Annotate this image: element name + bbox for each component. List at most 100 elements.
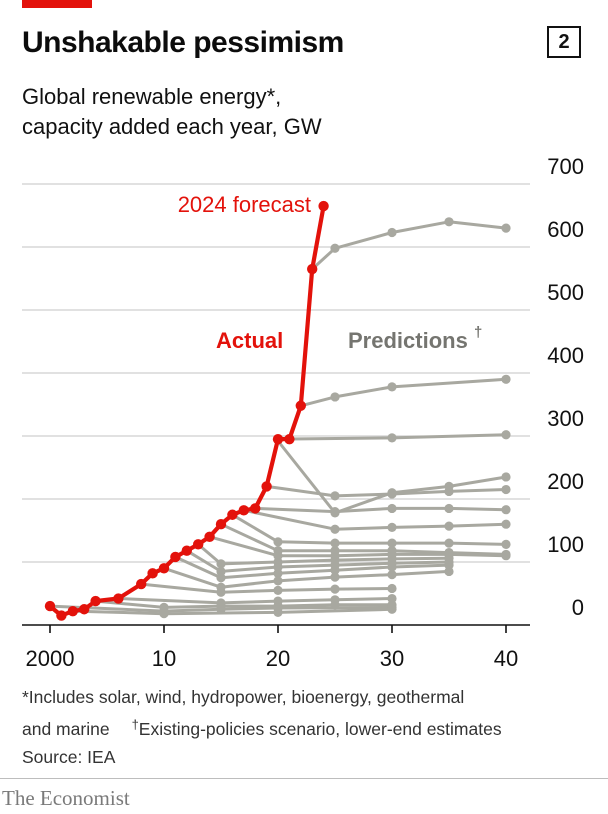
chart-subtitle: Global renewable energy*, capacity added… <box>22 82 322 142</box>
prediction-line <box>276 439 508 515</box>
prediction-line <box>208 535 508 558</box>
source-note: Source: IEA <box>22 747 116 767</box>
actual-label: Actual <box>216 328 283 353</box>
footnote-line-2: and marine †Existing-policies scenario, l… <box>22 711 502 743</box>
prediction-line <box>299 377 508 408</box>
line-chart: 0 100 200 300 400 500 600 700 2000 10 20 30 40 2024 f… <box>22 154 584 671</box>
actual-point <box>147 568 158 579</box>
prediction-point <box>387 503 397 514</box>
prediction-point <box>387 433 397 443</box>
actual-point <box>295 400 306 411</box>
actual-point <box>238 505 249 516</box>
prediction-point <box>330 243 340 253</box>
prediction-line <box>242 508 508 531</box>
prediction-point <box>387 562 397 572</box>
prediction-line <box>139 582 394 594</box>
actual-point <box>67 605 79 617</box>
prediction-point <box>501 472 511 482</box>
prediction-point <box>501 539 511 549</box>
prediction-point <box>273 562 283 572</box>
prediction-line <box>185 549 451 573</box>
prediction-point <box>330 538 340 548</box>
actual-point <box>44 600 56 612</box>
forecast-label: 2024 forecast <box>178 192 311 217</box>
y-tick-label: 200 <box>547 469 584 494</box>
prediction-point <box>444 566 454 577</box>
chart-title: Unshakable pessimism <box>22 26 344 59</box>
footnote-dagger: † <box>131 717 139 732</box>
actual-point <box>79 604 90 615</box>
y-tick-label: 700 <box>547 154 584 179</box>
actual-point <box>215 519 227 530</box>
brand-accent-bar <box>22 0 92 8</box>
prediction-point <box>387 593 397 604</box>
actual-point <box>272 433 284 445</box>
y-tick-label: 0 <box>572 595 584 620</box>
footnote-line-1: *Includes solar, wind, hydropower, bioen… <box>22 687 465 707</box>
prediction-point <box>273 576 283 586</box>
actual-point <box>227 509 238 520</box>
prediction-point <box>387 227 397 238</box>
actual-point <box>136 578 147 590</box>
prediction-point <box>501 505 511 515</box>
actual-point <box>181 545 192 556</box>
prediction-point <box>444 217 454 227</box>
x-tick-label: 40 <box>494 646 518 671</box>
prediction-point <box>444 503 454 514</box>
y-tick-label: 600 <box>547 217 584 242</box>
prediction-point <box>273 551 283 561</box>
prediction-line <box>71 607 394 616</box>
footnote-line-2b: Existing-policies scenario, lower-end es… <box>138 719 502 739</box>
prediction-point <box>387 522 397 532</box>
prediction-point <box>387 538 397 548</box>
actual-point <box>261 481 272 492</box>
prediction-point <box>330 524 340 534</box>
prediction-point <box>159 609 169 619</box>
prediction-line <box>173 555 451 580</box>
prediction-line <box>116 597 394 605</box>
prediction-point <box>501 551 511 561</box>
prediction-line <box>94 599 394 609</box>
prediction-line <box>310 220 508 271</box>
actual-point <box>56 610 67 621</box>
subtitle-line-1: Global renewable energy*, <box>22 84 282 109</box>
actual-point <box>113 593 124 604</box>
actual-point <box>90 595 101 607</box>
prediction-point <box>330 584 340 594</box>
predictions-dagger: † <box>474 324 482 341</box>
prediction-line <box>219 522 508 556</box>
actual-point <box>284 433 295 445</box>
prediction-point <box>216 559 226 569</box>
prediction-point <box>330 565 340 575</box>
prediction-point <box>273 585 283 595</box>
x-tick-label: 20 <box>266 646 290 671</box>
footer-divider <box>0 778 608 779</box>
prediction-point <box>501 519 511 529</box>
prediction-line <box>196 542 451 566</box>
prediction-point <box>330 392 340 402</box>
y-tick-label: 300 <box>547 406 584 431</box>
prediction-point <box>216 573 226 583</box>
actual-point <box>193 539 204 550</box>
brand-logo: The Economist <box>2 786 130 810</box>
prediction-point <box>330 572 340 582</box>
prediction-point <box>387 583 397 594</box>
prediction-point <box>216 587 226 597</box>
y-tick-label: 100 <box>547 532 584 557</box>
prediction-point <box>444 538 454 548</box>
y-tick-label: 500 <box>547 280 584 305</box>
x-tick-label: 10 <box>152 646 176 671</box>
footnote: *Includes solar, wind, hydropower, bioen… <box>22 683 502 771</box>
prediction-point <box>444 486 454 497</box>
prediction-line <box>162 566 451 589</box>
predictions-label: Predictions <box>348 328 468 353</box>
prediction-point <box>501 484 511 495</box>
actual-point <box>307 263 318 275</box>
prediction-point <box>444 521 454 531</box>
prediction-point <box>501 374 511 384</box>
prediction-point <box>273 537 283 547</box>
prediction-line <box>230 513 508 546</box>
prediction-point <box>273 568 283 578</box>
actual-point <box>250 503 261 514</box>
footnote-line-2a: and marine <box>22 719 110 739</box>
